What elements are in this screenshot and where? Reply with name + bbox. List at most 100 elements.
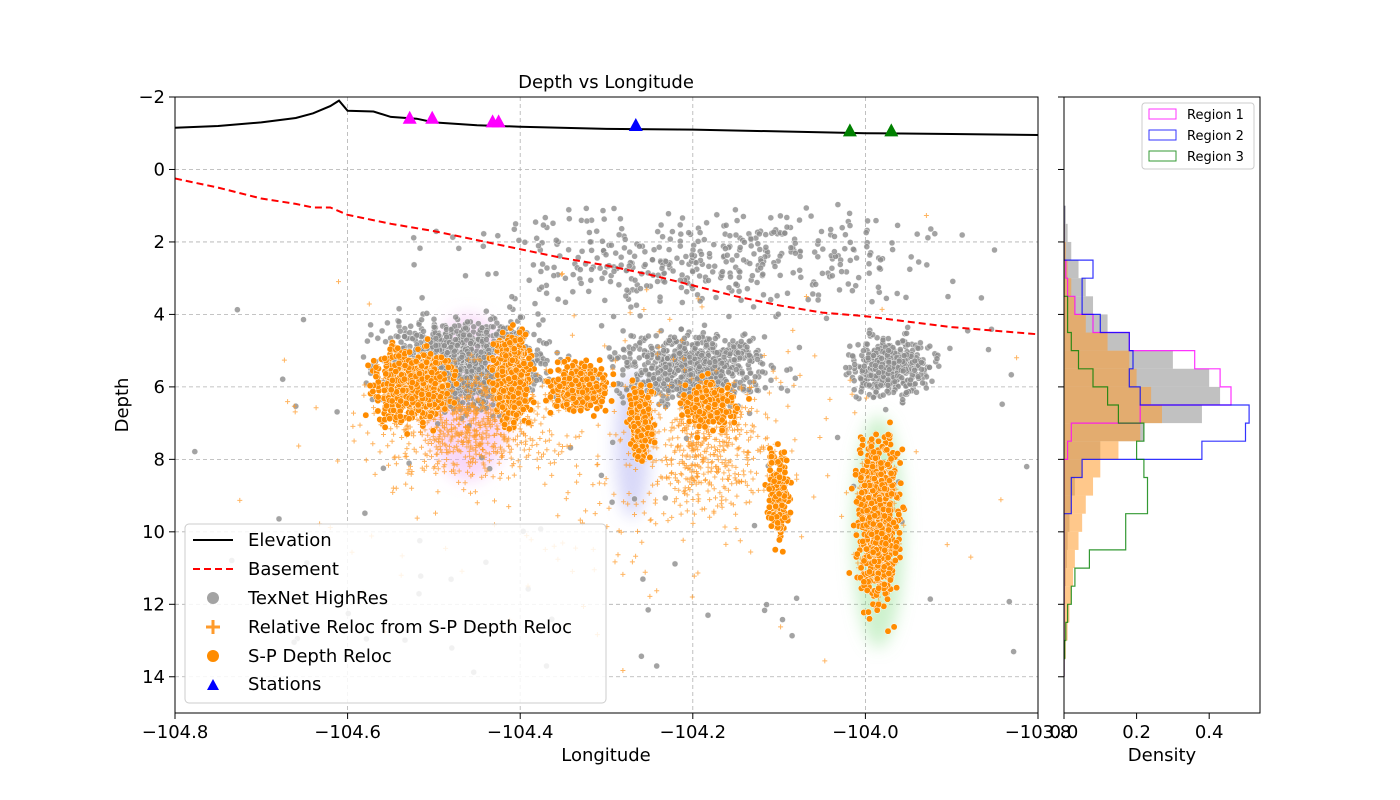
spreloc-point	[374, 407, 382, 415]
texnet-point	[756, 246, 763, 253]
texnet-point	[914, 373, 922, 380]
texnet-point	[853, 254, 860, 262]
texnet-point	[492, 270, 500, 277]
texnet-point	[410, 261, 418, 268]
texnet-point	[746, 338, 753, 345]
texnet-point	[395, 318, 403, 325]
texnet-point	[275, 515, 283, 523]
texnet-point	[739, 369, 746, 377]
texnet-point	[884, 382, 892, 389]
texnet-point	[749, 272, 756, 279]
texnet-point	[760, 291, 767, 298]
texnet-point	[866, 251, 873, 259]
texnet-point	[740, 213, 747, 220]
texnet-point	[698, 251, 705, 258]
texnet-point	[598, 275, 606, 282]
texnet-point	[654, 278, 661, 285]
texnet-point	[872, 217, 880, 224]
texnet-point	[814, 296, 822, 304]
texnet-point	[543, 264, 551, 272]
texnet-point	[662, 258, 669, 265]
texnet-point	[846, 222, 854, 229]
texnet-point	[694, 340, 701, 347]
texnet-point	[875, 369, 882, 376]
texnet-point	[776, 252, 784, 260]
texnet-point	[458, 354, 465, 361]
texnet-point	[872, 362, 879, 369]
texnet-point	[725, 284, 733, 291]
texnet-point	[669, 393, 676, 401]
texnet-point	[701, 236, 708, 243]
texnet-point	[781, 229, 788, 237]
texnet-point	[608, 499, 616, 506]
texnet-point	[737, 297, 745, 304]
spreloc-point	[451, 371, 459, 379]
texnet-point	[889, 246, 896, 253]
texnet-point	[866, 270, 873, 277]
texnet-point	[506, 303, 513, 311]
texnet-point	[796, 216, 803, 224]
texnet-point	[378, 327, 386, 335]
texnet-point	[487, 316, 494, 323]
texnet-point	[738, 338, 745, 345]
texnet-point	[410, 234, 417, 242]
texnet-point	[418, 294, 426, 301]
texnet-point	[908, 253, 915, 261]
texnet-point	[692, 259, 700, 266]
texnet-point	[767, 214, 774, 222]
spreloc-point	[441, 405, 449, 413]
texnet-point	[884, 376, 892, 384]
texnet-point	[648, 364, 655, 372]
texnet-point	[452, 313, 459, 321]
spreloc-point	[366, 382, 374, 390]
texnet-point	[677, 221, 684, 229]
texnet-point	[732, 206, 739, 214]
texnet-point	[767, 377, 775, 384]
texnet-point	[601, 297, 608, 304]
texnet-point	[364, 337, 371, 345]
texnet-point	[367, 331, 375, 338]
texnet-point	[483, 329, 490, 336]
spreloc-point	[369, 388, 377, 395]
texnet-point	[705, 277, 712, 284]
texnet-point	[413, 332, 420, 339]
texnet-point	[864, 217, 871, 225]
texnet-point	[494, 232, 501, 239]
texnet-point	[914, 345, 922, 352]
texnet-point	[842, 231, 849, 238]
texnet-point	[855, 274, 862, 281]
texnet-point	[872, 388, 880, 396]
texnet-point	[534, 310, 542, 318]
texnet-point	[756, 230, 763, 238]
texnet-point	[863, 243, 870, 250]
texnet-point	[790, 269, 797, 276]
texnet-point	[623, 359, 631, 366]
texnet-point	[452, 336, 459, 343]
texnet-point	[588, 266, 595, 273]
texnet-point	[857, 388, 865, 395]
texnet-point	[773, 292, 781, 299]
texnet-point	[382, 338, 389, 345]
texnet-point	[754, 240, 761, 247]
texnet-point	[416, 244, 424, 252]
texnet-point	[783, 214, 790, 221]
texnet-point	[927, 225, 934, 233]
texnet-point	[919, 379, 926, 387]
texnet-point	[430, 316, 438, 323]
texnet-point	[882, 406, 889, 413]
texnet-point	[617, 215, 624, 223]
texnet-point	[752, 373, 759, 380]
texnet-point	[857, 375, 865, 382]
texnet-point	[675, 367, 682, 374]
texnet-point	[455, 245, 462, 252]
texnet-point	[626, 350, 634, 357]
texnet-point	[447, 326, 455, 333]
texnet-point	[657, 221, 665, 229]
texnet-point	[607, 278, 614, 285]
texnet-point	[1006, 598, 1013, 605]
texnet-point	[746, 352, 753, 359]
texnet-point	[462, 324, 469, 332]
texnet-point	[671, 560, 679, 568]
texnet-point	[731, 382, 738, 389]
texnet-point	[599, 238, 606, 245]
